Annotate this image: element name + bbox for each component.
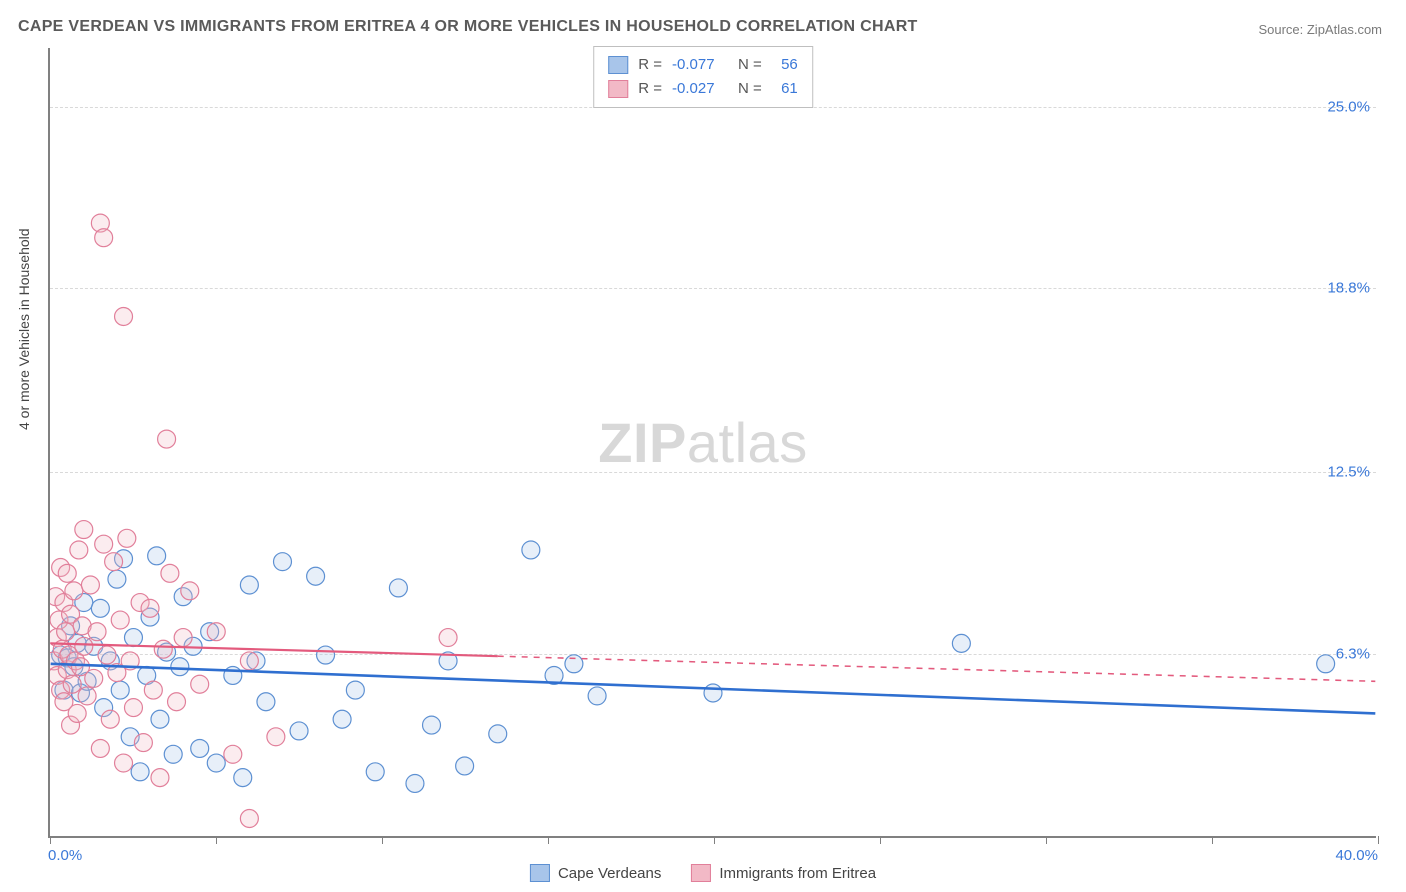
- swatch-series-2: [608, 80, 628, 98]
- legend-row: R = -0.077 N = 56: [608, 53, 798, 77]
- source-attribution: Source: ZipAtlas.com: [1258, 22, 1382, 37]
- swatch-series-1: [608, 56, 628, 74]
- r-label: R =: [638, 53, 662, 77]
- r-value: -0.077: [672, 53, 724, 77]
- chart-svg: [50, 48, 1376, 836]
- n-value: 61: [772, 77, 798, 101]
- n-label: N =: [738, 77, 762, 101]
- legend-item: Immigrants from Eritrea: [691, 864, 876, 882]
- x-min-label: 0.0%: [48, 847, 82, 864]
- y-axis-label: 4 or more Vehicles in Household: [16, 228, 32, 430]
- legend-item: Cape Verdeans: [530, 864, 661, 882]
- swatch-series-2: [691, 864, 711, 882]
- x-max-label: 40.0%: [1335, 847, 1378, 864]
- plot-area: 6.3%12.5%18.8%25.0%0.0%40.0%: [48, 48, 1376, 838]
- chart-title: CAPE VERDEAN VS IMMIGRANTS FROM ERITREA …: [18, 18, 918, 36]
- n-label: N =: [738, 53, 762, 77]
- legend-label: Immigrants from Eritrea: [719, 865, 876, 882]
- n-value: 56: [772, 53, 798, 77]
- legend-label: Cape Verdeans: [558, 865, 661, 882]
- series-legend: Cape Verdeans Immigrants from Eritrea: [530, 864, 876, 882]
- legend-row: R = -0.027 N = 61: [608, 77, 798, 101]
- swatch-series-1: [530, 864, 550, 882]
- correlation-legend: R = -0.077 N = 56 R = -0.027 N = 61: [593, 46, 813, 108]
- r-value: -0.027: [672, 77, 724, 101]
- r-label: R =: [638, 77, 662, 101]
